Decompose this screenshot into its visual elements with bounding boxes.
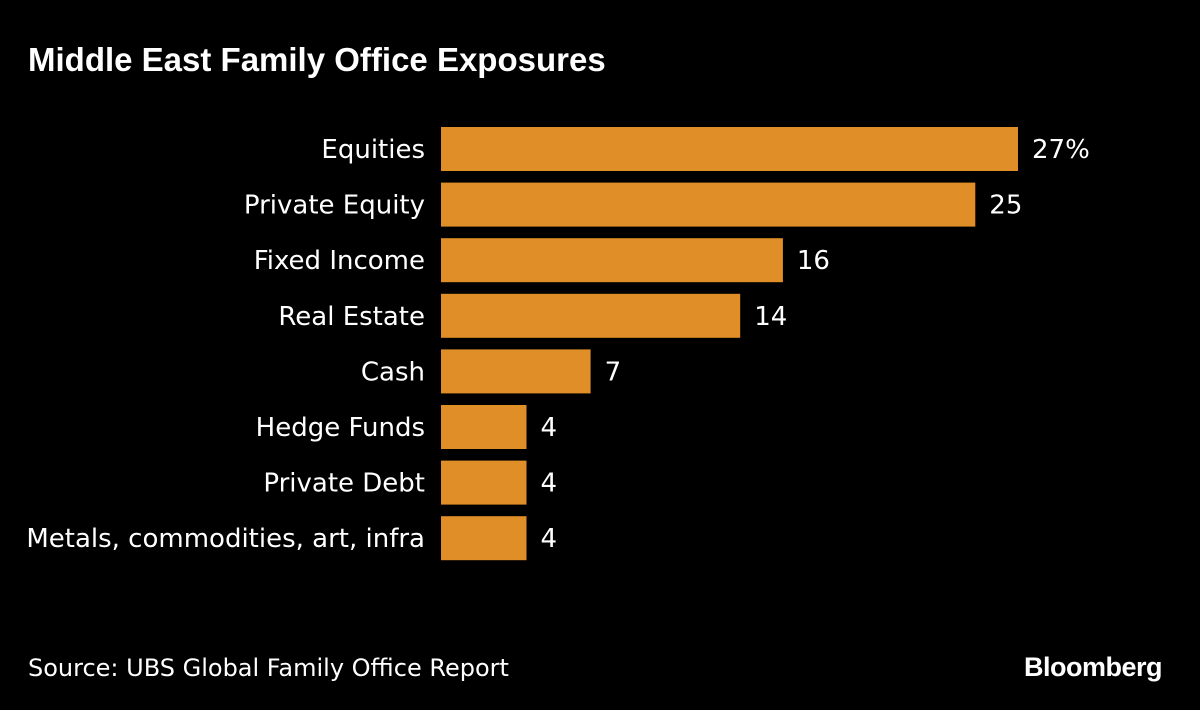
value-label: 14 (754, 302, 787, 332)
bar-real-estate (441, 293, 741, 338)
bar-private-equity (441, 182, 976, 227)
category-label: Fixed Income (254, 246, 425, 276)
category-label: Private Debt (263, 469, 425, 499)
category-label: Private Equity (244, 191, 425, 221)
value-label: 16 (797, 246, 830, 276)
category-label: Cash (361, 357, 425, 387)
value-label: 27% (1032, 135, 1090, 165)
bar-metals-commodities-art-infra (441, 516, 527, 561)
bar-private-debt (441, 460, 527, 505)
value-label: 4 (541, 469, 558, 499)
category-label: Metals, commodities, art, infra (26, 524, 425, 554)
value-label: 7 (605, 357, 622, 387)
brand-logo: Bloomberg (1023, 652, 1163, 682)
bar-hedge-funds (441, 405, 527, 449)
bar-equities (441, 127, 1018, 171)
category-label: Equities (321, 135, 425, 165)
category-label: Hedge Funds (256, 413, 425, 443)
value-label: 4 (541, 524, 558, 554)
source-note: Source: UBS Global Family Office Report (28, 654, 509, 682)
category-label: Real Estate (278, 302, 425, 332)
chart-title: Middle East Family Office Exposures (28, 41, 606, 78)
bar-fixed-income (441, 238, 783, 283)
value-label: 4 (541, 413, 558, 443)
bar-cash (441, 349, 591, 394)
value-label: 25 (989, 191, 1022, 221)
